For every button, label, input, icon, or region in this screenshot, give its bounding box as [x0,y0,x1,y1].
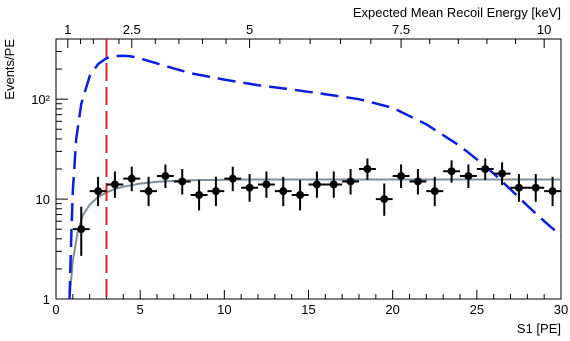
data-point [329,180,338,189]
data-point [94,187,103,196]
plot-area [68,39,561,299]
data-point [548,187,557,196]
y-axis-title: Events/PE [2,39,17,100]
tick-labels: 0 5 10 15 20 25 30 1 10 10² 1 2.5 5 7.5 10 [31,22,568,317]
data-point [178,177,187,186]
top-tick-label: 2.5 [123,22,141,37]
data-point [447,167,456,176]
data-point [397,172,406,181]
x-tick-label: 25 [470,302,484,317]
x-tick-label: 5 [137,302,144,317]
data-point [498,169,507,178]
data-point [312,180,321,189]
data-point [161,172,170,181]
top-tick-label: 7.5 [392,22,410,37]
data-point [279,187,288,196]
data-point [514,183,523,192]
data-point [144,187,153,196]
data-point [195,190,204,199]
top-axis-title: Expected Mean Recoil Energy [keV] [353,5,561,20]
data-point [110,180,119,189]
data-point [430,187,439,196]
x-axis-title: S1 [PE] [517,321,561,336]
data-point [127,174,136,183]
data-point [346,177,355,186]
top-tick-label: 1 [64,22,71,37]
data-point [228,174,237,183]
y-tick-label: 10² [31,92,50,107]
background-fit-line [68,178,561,299]
x-tick-label: 0 [52,302,59,317]
data-point [77,225,86,234]
data-point [531,183,540,192]
x-tick-label: 30 [554,302,568,317]
data-point [363,165,372,173]
data-point [262,180,271,189]
y-tick-label: 1 [43,292,50,307]
data-point [296,190,305,199]
top-tick-label: 5 [246,22,253,37]
data-point [211,187,220,196]
expected-signal-line [68,54,561,299]
data-point [481,165,490,173]
data-point [464,172,473,181]
data-point [380,195,389,204]
data-point [413,177,422,186]
x-tick-label: 10 [217,302,231,317]
top-tick-label: 10 [537,22,551,37]
y-tick-label: 10 [36,192,50,207]
x-tick-label: 20 [385,302,399,317]
data-point [245,183,254,192]
x-tick-label: 15 [301,302,315,317]
series-layer [68,39,561,299]
